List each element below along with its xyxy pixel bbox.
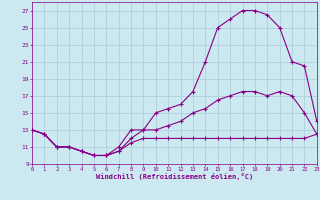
X-axis label: Windchill (Refroidissement éolien,°C): Windchill (Refroidissement éolien,°C) xyxy=(96,173,253,180)
